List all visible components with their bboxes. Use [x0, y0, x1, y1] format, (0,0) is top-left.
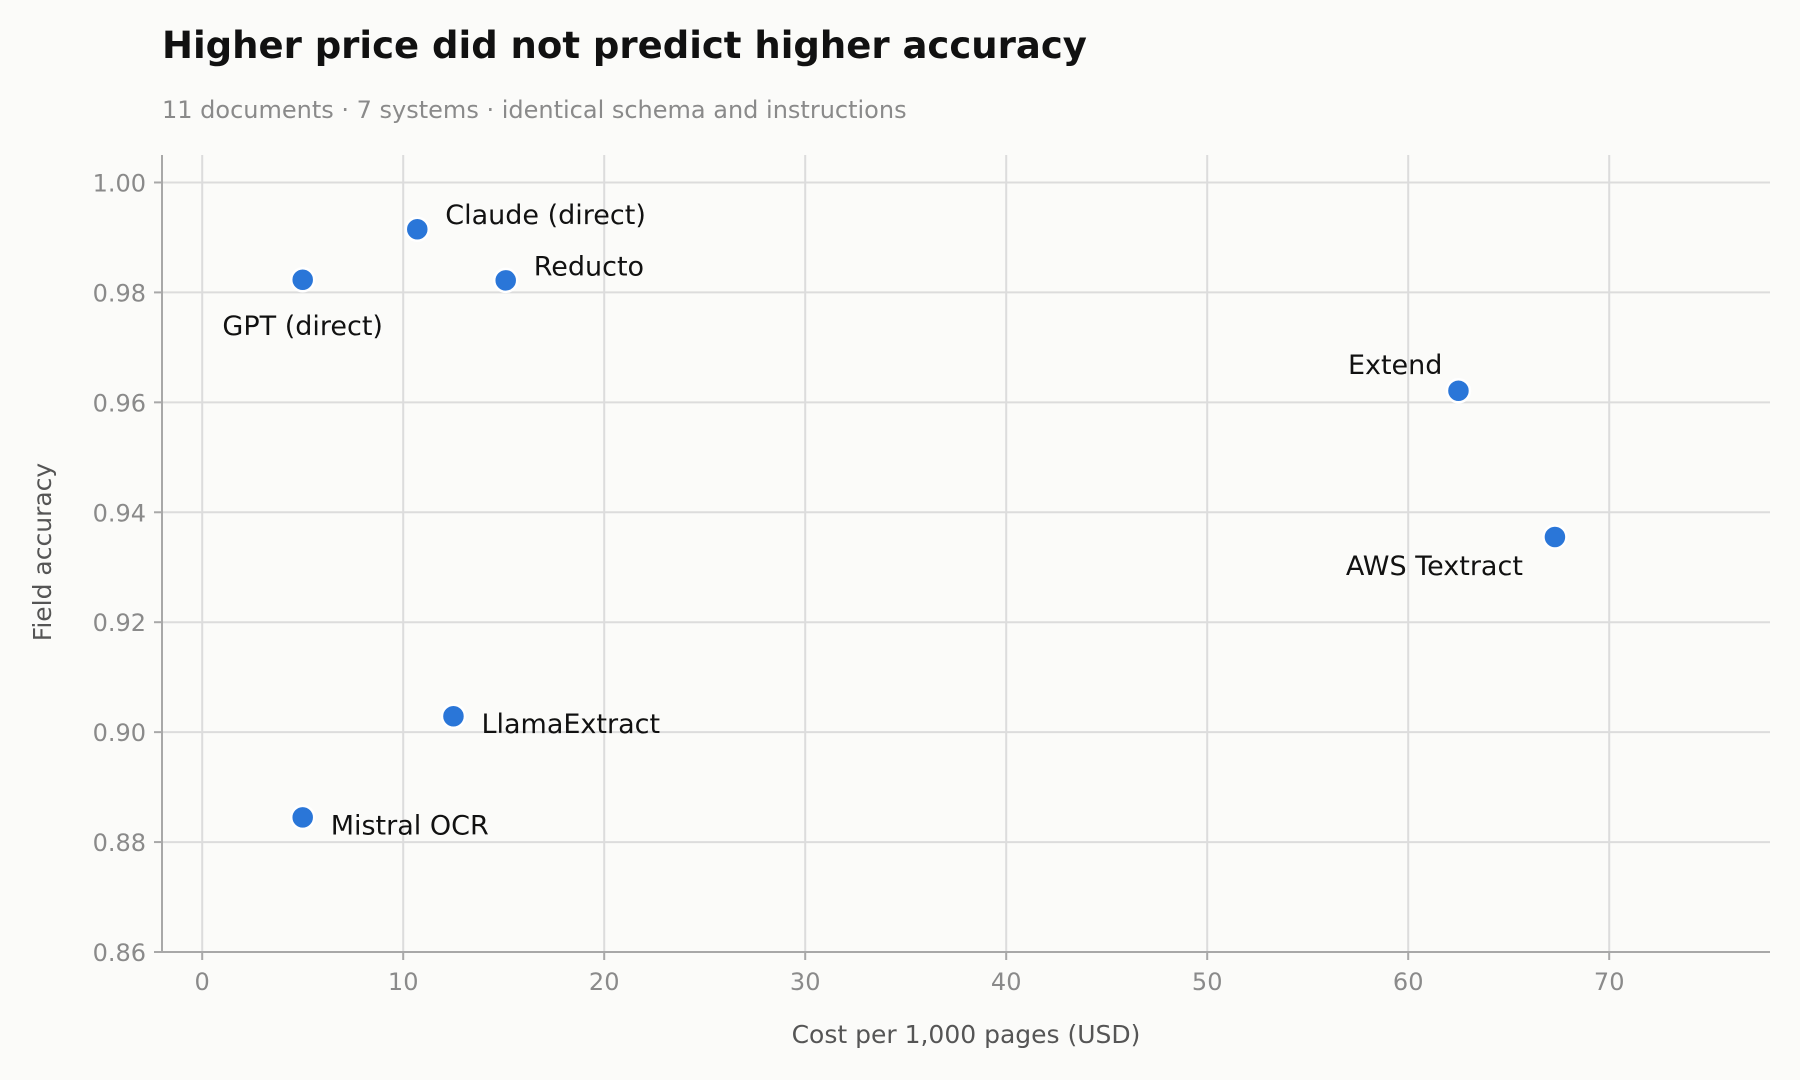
y-tick-label: 0.92 — [93, 609, 146, 637]
data-point — [289, 267, 316, 293]
point-label: AWS Textract — [1346, 551, 1523, 582]
point-label: Claude (direct) — [445, 200, 646, 231]
y-tick-label: 1.00 — [93, 169, 146, 197]
data-point — [404, 216, 431, 242]
data-points — [289, 216, 1568, 831]
chart-subtitle: 11 documents · 7 systems · identical sch… — [162, 96, 907, 124]
x-tick-label: 20 — [589, 968, 620, 996]
y-tick-label: 0.88 — [93, 829, 146, 857]
data-point — [289, 804, 316, 831]
x-tick-label: 70 — [1594, 968, 1625, 996]
y-tick-label: 0.98 — [93, 279, 146, 307]
x-tick-label: 50 — [1192, 968, 1223, 996]
axes: 0 10 20 30 40 50 60 70 0.86 0.88 0.90 0.92 0.94 0.96 0… — [93, 155, 1770, 996]
x-tick-label: 60 — [1393, 968, 1424, 996]
x-tick-label: 30 — [790, 968, 821, 996]
point-label: LlamaExtract — [481, 709, 660, 740]
y-axis-title: Field accuracy — [28, 463, 57, 642]
point-label: Extend — [1348, 350, 1443, 381]
y-tick-label: 0.94 — [93, 499, 146, 527]
point-label: Reducto — [534, 251, 644, 282]
x-tick-label: 40 — [991, 968, 1022, 996]
data-point — [1445, 378, 1472, 404]
chart-title: Higher price did not predict higher accu… — [162, 24, 1087, 67]
y-tick-label: 0.86 — [93, 939, 146, 967]
y-tick-label: 0.96 — [93, 389, 146, 417]
y-tick-label: 0.90 — [93, 719, 146, 747]
x-tick-label: 10 — [388, 968, 419, 996]
gridlines — [162, 155, 1770, 953]
data-point — [440, 703, 467, 729]
x-axis-title: Cost per 1,000 pages (USD) — [792, 1020, 1141, 1049]
point-labels: Claude (direct) GPT (direct) Reducto Extend… — [222, 200, 1523, 841]
point-label: Mistral OCR — [331, 810, 489, 841]
data-point — [1542, 524, 1568, 550]
x-tick-label: 0 — [195, 968, 210, 996]
data-point — [492, 267, 519, 294]
point-label: GPT (direct) — [222, 311, 383, 342]
